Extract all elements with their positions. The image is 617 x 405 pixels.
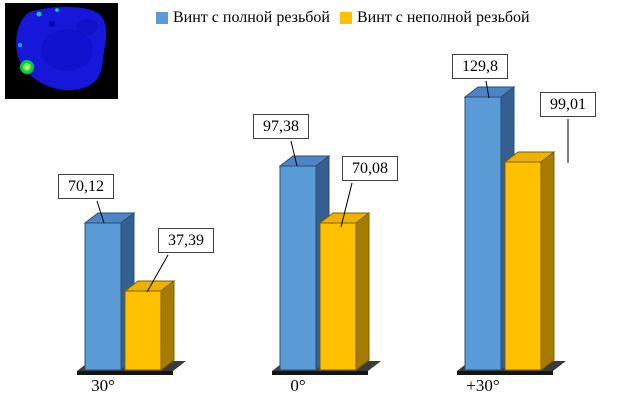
data-label-full-thread-30: 70,12 xyxy=(58,174,114,199)
legend-label-partial-thread: Винт с неполной резьбой xyxy=(356,9,530,26)
category-label-0: 0° xyxy=(290,376,306,395)
data-label-partial-thread-plus30: 99,01 xyxy=(540,92,596,117)
category-label-plus30: +30° xyxy=(466,376,500,395)
legend-swatch-full-thread xyxy=(156,12,168,24)
data-label-partial-thread-0: 70,08 xyxy=(342,156,398,181)
data-label-full-thread-0: 97,38 xyxy=(253,114,309,139)
data-label-partial-thread-30: 37,39 xyxy=(158,228,214,253)
chart-legend: Винт с полной резьбой Винт с неполной ре… xyxy=(156,9,530,27)
legend-label-full-thread: Винт с полной резьбой xyxy=(173,9,330,26)
legend-swatch-partial-thread xyxy=(339,12,352,24)
legend-item-full-thread: Винт с полной резьбой xyxy=(156,9,330,27)
category-label-30: 30° xyxy=(91,376,115,395)
data-label-full-thread-plus30: 129,8 xyxy=(452,54,508,79)
fea-stress-image xyxy=(5,3,118,99)
fea-stress-thumbnail xyxy=(5,3,118,99)
legend-item-partial-thread: Винт с неполной резьбой xyxy=(339,9,530,27)
